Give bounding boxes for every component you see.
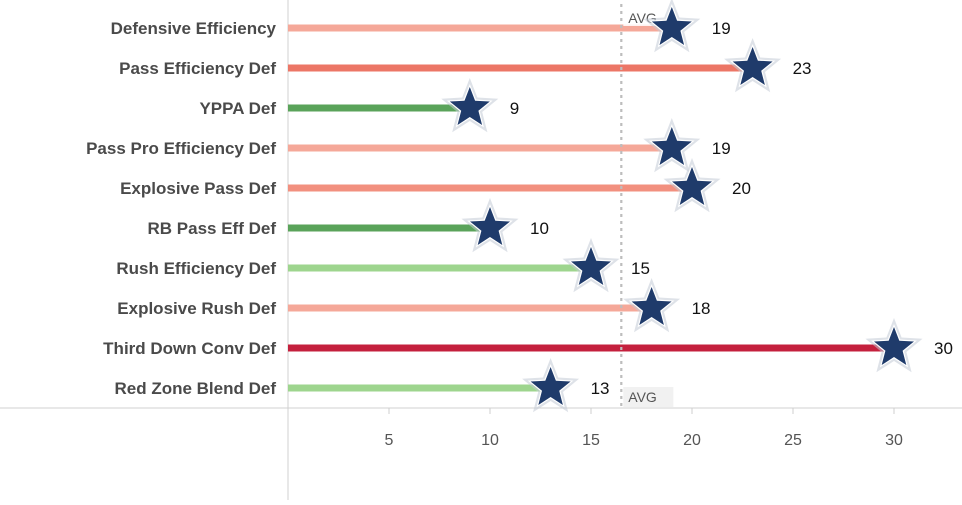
value-label: 15 xyxy=(631,259,650,278)
bar xyxy=(288,344,894,352)
markers xyxy=(441,0,923,413)
category-label: RB Pass Eff Def xyxy=(148,219,277,238)
category-label: Defensive Efficiency xyxy=(111,19,277,38)
bar xyxy=(288,144,672,152)
x-tick-label: 5 xyxy=(385,432,394,449)
value-label: 10 xyxy=(530,219,549,238)
star-marker xyxy=(441,78,499,133)
value-label: 9 xyxy=(510,99,519,118)
bars xyxy=(288,24,894,392)
labels: Defensive Efficiency 19 Pass Efficiency De… xyxy=(86,19,953,398)
value-label: 18 xyxy=(692,299,711,318)
star-marker xyxy=(461,198,519,253)
x-tick-label: 20 xyxy=(683,432,701,449)
bar xyxy=(288,184,692,192)
star-marker xyxy=(562,238,620,293)
bar xyxy=(288,304,652,312)
category-label: Explosive Rush Def xyxy=(117,299,276,318)
bar xyxy=(288,384,551,392)
star-marker xyxy=(643,118,701,173)
star-marker xyxy=(865,318,923,373)
category-label: Red Zone Blend Def xyxy=(114,379,276,398)
x-tick-label: 15 xyxy=(582,432,600,449)
category-label: YPPA Def xyxy=(199,99,276,118)
bar xyxy=(288,224,490,232)
category-label: Pass Pro Efficiency Def xyxy=(86,139,276,158)
star-marker xyxy=(643,0,701,53)
bar xyxy=(288,104,470,112)
value-label: 19 xyxy=(712,19,731,38)
category-label: Pass Efficiency Def xyxy=(119,59,276,78)
bar xyxy=(288,64,753,72)
bar xyxy=(288,264,591,272)
value-label: 30 xyxy=(934,339,953,358)
star-marker xyxy=(663,158,721,213)
bar xyxy=(288,24,672,32)
category-label: Third Down Conv Def xyxy=(103,339,276,358)
value-label: 13 xyxy=(591,379,610,398)
star-marker xyxy=(724,38,782,93)
value-label: 20 xyxy=(732,179,751,198)
category-label: Explosive Pass Def xyxy=(120,179,276,198)
value-label: 23 xyxy=(793,59,812,78)
value-label: 19 xyxy=(712,139,731,158)
x-tick-label: 10 xyxy=(481,432,499,449)
avg-label-bottom: AVG xyxy=(628,389,657,405)
category-label: Rush Efficiency Def xyxy=(116,259,276,278)
star-marker xyxy=(522,358,580,413)
star-marker xyxy=(623,278,681,333)
x-tick-label: 25 xyxy=(784,432,802,449)
x-tick-label: 30 xyxy=(885,432,903,449)
